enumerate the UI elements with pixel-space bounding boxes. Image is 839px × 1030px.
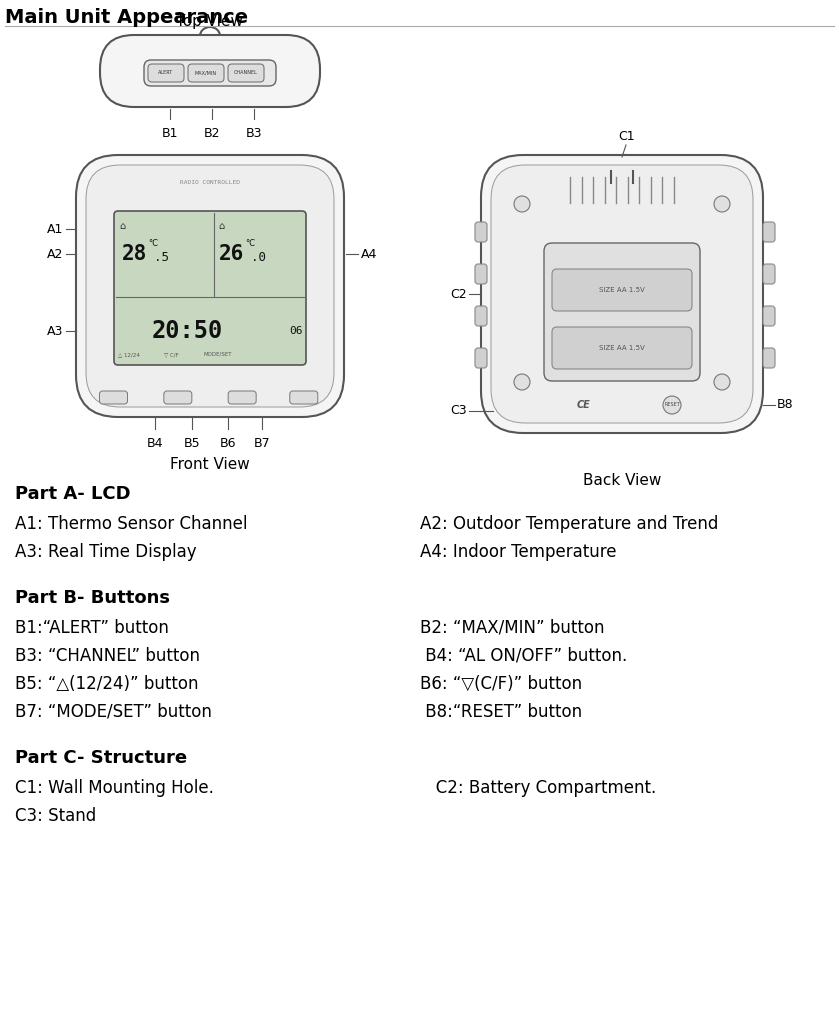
Text: A1: Thermo Sensor Channel: A1: Thermo Sensor Channel <box>15 515 248 533</box>
Text: A4: A4 <box>361 247 378 261</box>
Text: 06: 06 <box>289 327 303 336</box>
Text: .5: .5 <box>154 250 169 264</box>
Text: C1: C1 <box>618 130 635 143</box>
Text: A3: Real Time Display: A3: Real Time Display <box>15 543 196 561</box>
FancyBboxPatch shape <box>76 154 344 417</box>
Text: B2: B2 <box>204 127 221 140</box>
Text: A3: A3 <box>47 324 63 338</box>
Text: △ 12/24: △ 12/24 <box>118 352 140 357</box>
Text: B6: “▽(C/F)” button: B6: “▽(C/F)” button <box>420 675 582 693</box>
Text: ALERT: ALERT <box>159 70 174 75</box>
Text: B1:“ALERT” button: B1:“ALERT” button <box>15 619 169 637</box>
Text: SIZE AA 1.5V: SIZE AA 1.5V <box>599 287 645 293</box>
FancyBboxPatch shape <box>481 154 763 433</box>
Text: RADIO CONTROLLED: RADIO CONTROLLED <box>180 180 240 185</box>
Text: CE: CE <box>577 400 591 410</box>
Circle shape <box>663 396 681 414</box>
FancyBboxPatch shape <box>100 35 320 107</box>
FancyBboxPatch shape <box>148 64 184 82</box>
Text: Back View: Back View <box>583 473 661 488</box>
FancyBboxPatch shape <box>475 222 487 242</box>
Text: SIZE AA 1.5V: SIZE AA 1.5V <box>599 345 645 351</box>
Text: B8: B8 <box>777 399 794 412</box>
Text: RESET: RESET <box>664 403 680 408</box>
Text: C2: Battery Compartment.: C2: Battery Compartment. <box>420 779 656 797</box>
Text: B1: B1 <box>162 127 178 140</box>
Text: B7: B7 <box>253 437 270 450</box>
Text: B4: “AL ON/OFF” button.: B4: “AL ON/OFF” button. <box>420 647 628 665</box>
FancyBboxPatch shape <box>100 391 128 404</box>
Text: Part C- Structure: Part C- Structure <box>15 749 187 767</box>
Text: B3: “CHANNEL” button: B3: “CHANNEL” button <box>15 647 200 665</box>
Text: A2: Outdoor Temperature and Trend: A2: Outdoor Temperature and Trend <box>420 515 718 533</box>
Circle shape <box>558 342 570 354</box>
Text: Top View: Top View <box>176 14 243 29</box>
Text: ⌂: ⌂ <box>119 221 125 231</box>
Text: A4: Indoor Temperature: A4: Indoor Temperature <box>420 543 617 561</box>
FancyBboxPatch shape <box>475 348 487 368</box>
FancyBboxPatch shape <box>228 64 264 82</box>
Circle shape <box>714 374 730 390</box>
Text: CHANNEL: CHANNEL <box>234 70 258 75</box>
FancyBboxPatch shape <box>544 243 700 381</box>
Text: MODE/SET: MODE/SET <box>204 352 232 357</box>
FancyBboxPatch shape <box>552 327 692 369</box>
Text: B8:“RESET” button: B8:“RESET” button <box>420 703 582 721</box>
FancyBboxPatch shape <box>491 165 753 423</box>
Text: °C: °C <box>245 239 255 248</box>
FancyBboxPatch shape <box>289 391 318 404</box>
FancyBboxPatch shape <box>763 222 775 242</box>
Text: C1: Wall Mounting Hole.: C1: Wall Mounting Hole. <box>15 779 214 797</box>
Text: Part A- LCD: Part A- LCD <box>15 485 131 503</box>
Circle shape <box>674 284 686 296</box>
FancyBboxPatch shape <box>475 264 487 284</box>
Text: °C: °C <box>148 239 158 248</box>
FancyBboxPatch shape <box>114 211 306 365</box>
FancyBboxPatch shape <box>86 165 334 407</box>
FancyBboxPatch shape <box>228 391 256 404</box>
Text: 28: 28 <box>122 244 148 264</box>
Text: 20:50: 20:50 <box>151 319 222 343</box>
FancyBboxPatch shape <box>763 306 775 327</box>
Text: C3: C3 <box>451 405 467 417</box>
Text: .0: .0 <box>251 250 266 264</box>
Text: Part B- Buttons: Part B- Buttons <box>15 589 170 607</box>
Text: B6: B6 <box>220 437 237 450</box>
Text: A2: A2 <box>47 247 63 261</box>
Circle shape <box>514 374 530 390</box>
Text: B2: “MAX/MIN” button: B2: “MAX/MIN” button <box>420 619 605 637</box>
FancyBboxPatch shape <box>763 348 775 368</box>
Text: B4: B4 <box>147 437 164 450</box>
Text: Main Unit Appearance: Main Unit Appearance <box>5 8 248 27</box>
FancyBboxPatch shape <box>763 264 775 284</box>
FancyBboxPatch shape <box>188 64 224 82</box>
FancyBboxPatch shape <box>164 391 192 404</box>
Text: C2: C2 <box>451 287 467 301</box>
Text: ⌂: ⌂ <box>218 221 224 231</box>
Text: A1: A1 <box>47 222 63 236</box>
Text: B5: B5 <box>184 437 201 450</box>
Text: ▽ C/F: ▽ C/F <box>164 352 179 357</box>
Circle shape <box>514 196 530 212</box>
Text: MAX/MIN: MAX/MIN <box>195 70 217 75</box>
FancyBboxPatch shape <box>144 60 276 85</box>
Circle shape <box>558 284 570 296</box>
Text: B7: “MODE/SET” button: B7: “MODE/SET” button <box>15 703 212 721</box>
Circle shape <box>674 342 686 354</box>
Text: 26: 26 <box>219 244 244 264</box>
Text: C3: Stand: C3: Stand <box>15 806 96 825</box>
Text: Front View: Front View <box>170 457 250 472</box>
Text: B5: “△(12/24)” button: B5: “△(12/24)” button <box>15 675 199 693</box>
Circle shape <box>714 196 730 212</box>
FancyBboxPatch shape <box>475 306 487 327</box>
Text: B3: B3 <box>246 127 263 140</box>
FancyBboxPatch shape <box>552 269 692 311</box>
